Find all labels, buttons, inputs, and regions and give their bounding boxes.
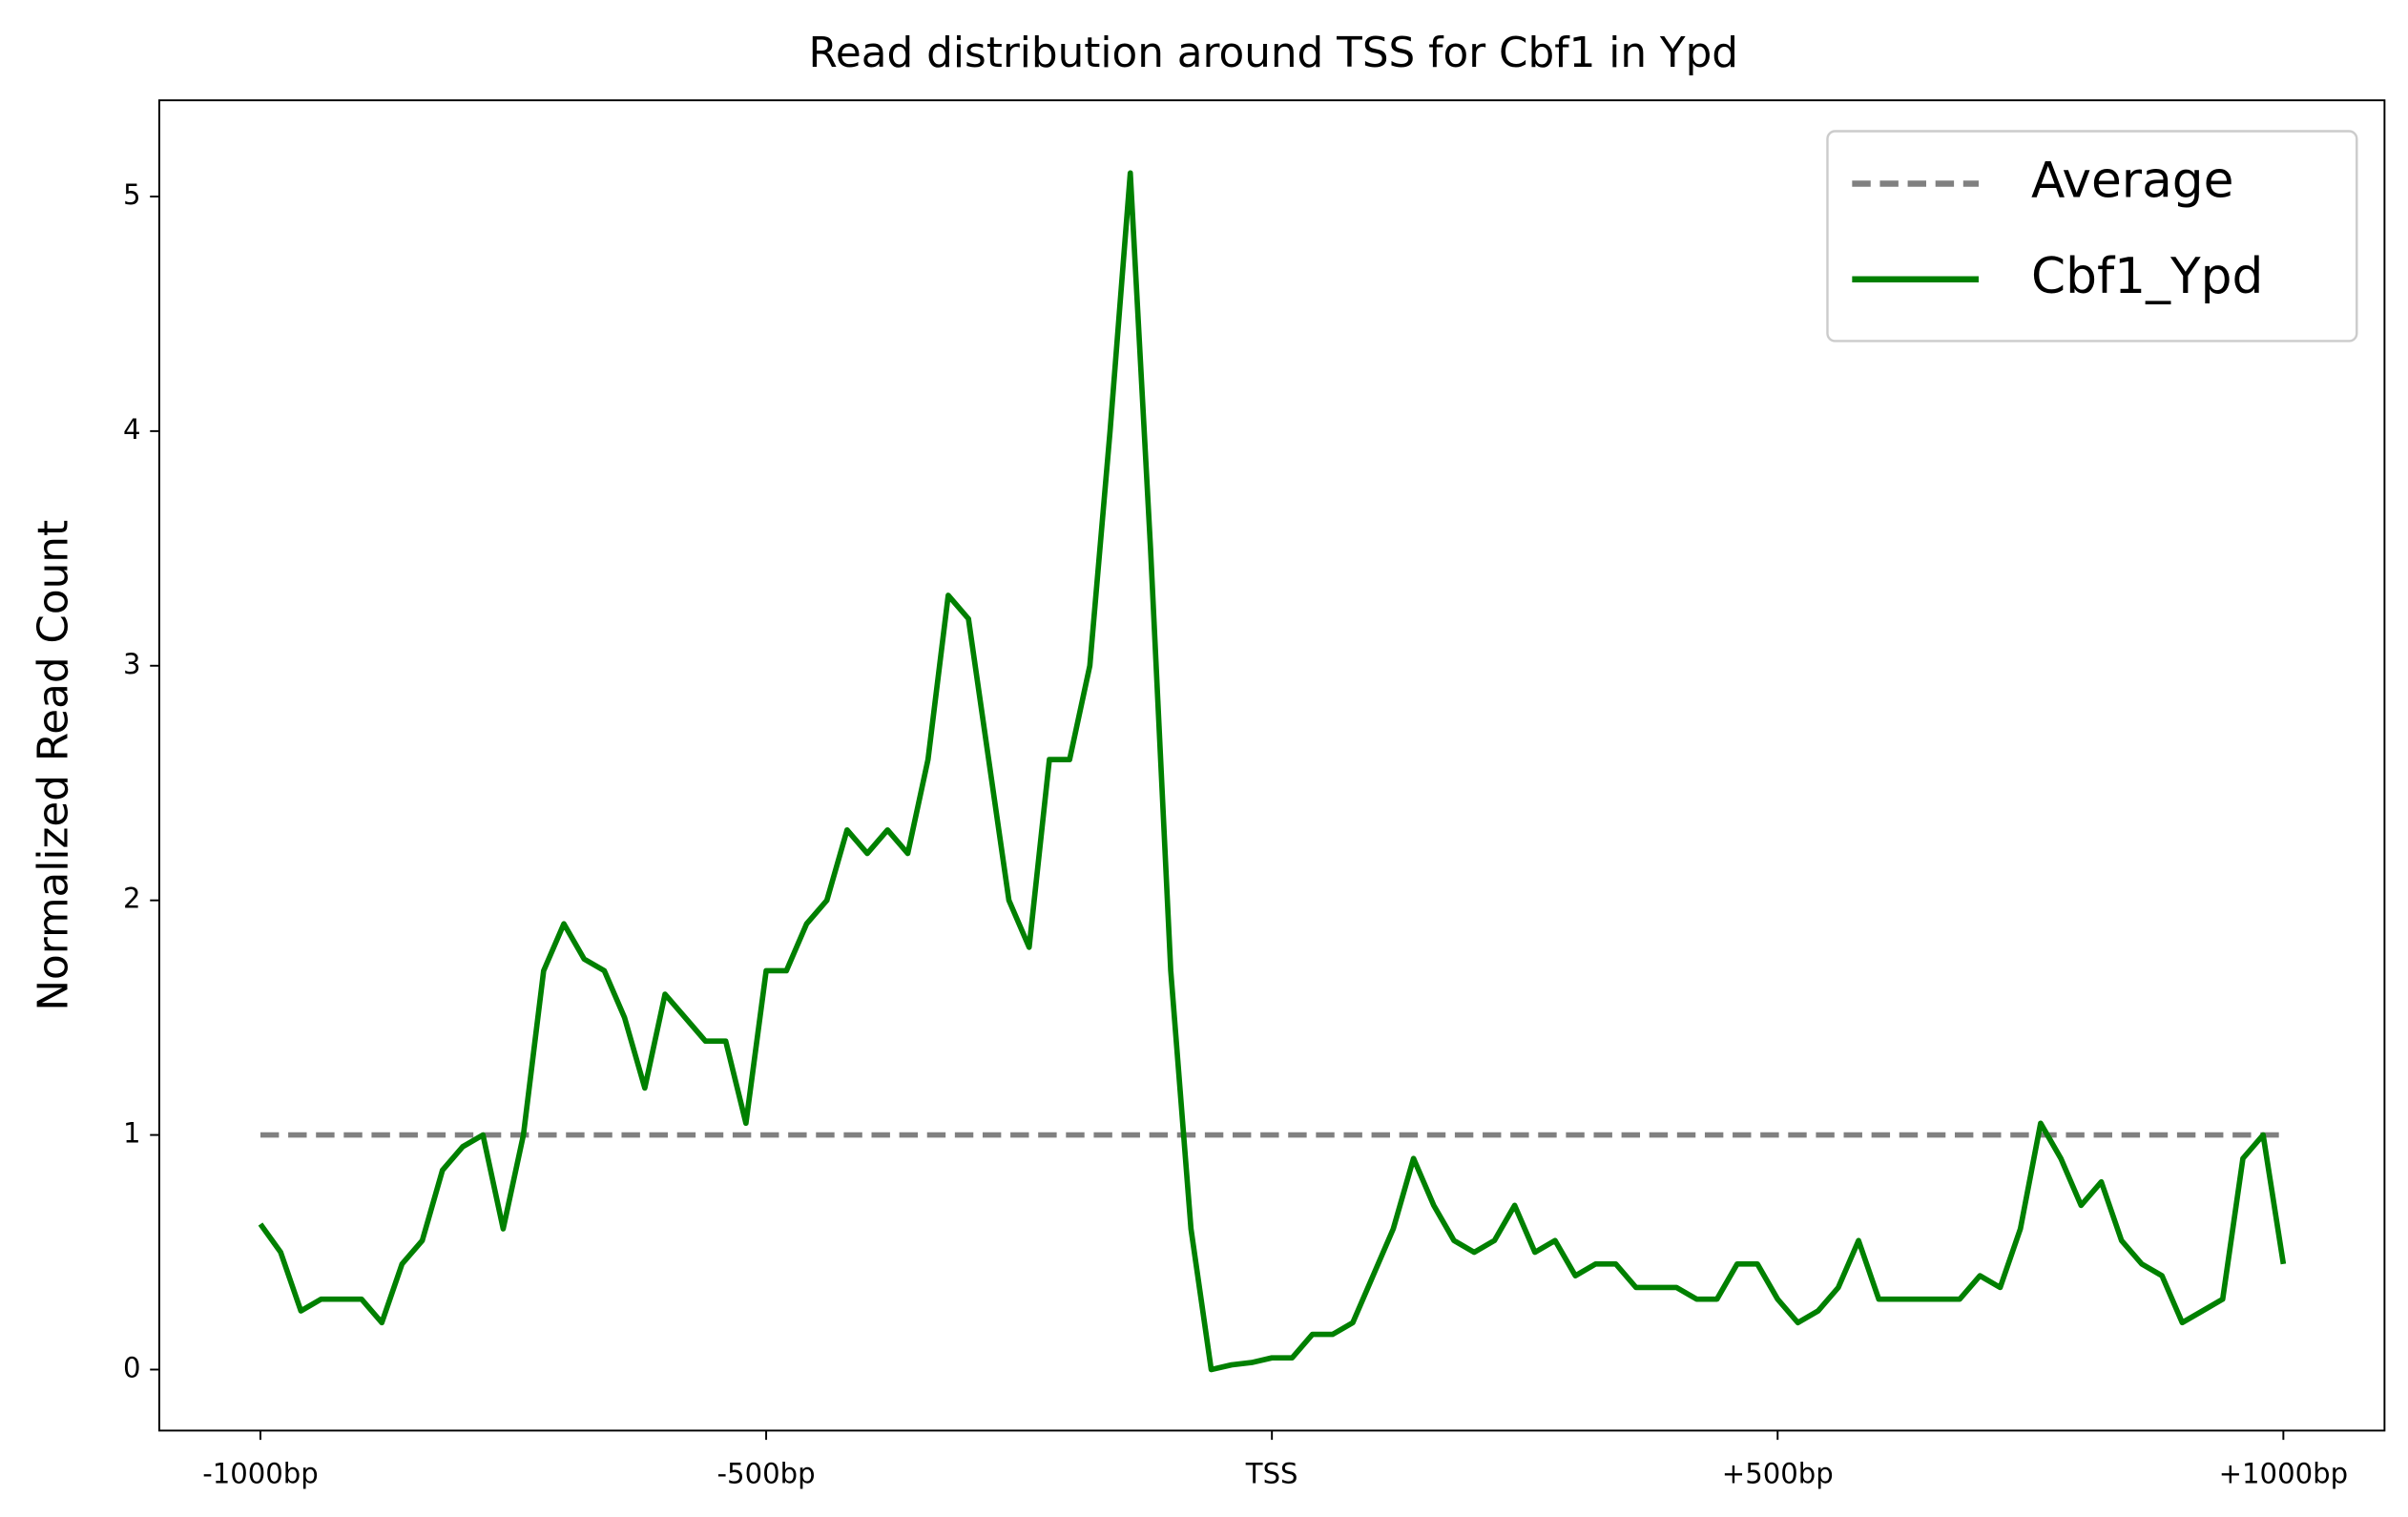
- y-tick-label: 1: [123, 1117, 141, 1150]
- legend-box: [1826, 130, 2358, 343]
- y-tick-label: 0: [123, 1351, 141, 1383]
- y-tick-label: 4: [123, 413, 141, 446]
- x-tick-label: +500bp: [1722, 1457, 1834, 1489]
- legend-label: Cbf1_Ypd: [2031, 248, 2263, 305]
- x-tick-label: -1000bp: [202, 1457, 319, 1489]
- chart-title: Read distribution around TSS for Cbf1 in…: [809, 29, 1738, 77]
- series-line: [258, 170, 2287, 1373]
- legend: Average Cbf1_Ypd: [1826, 130, 2358, 343]
- y-tick-label: 3: [123, 648, 141, 680]
- y-tick-label: 5: [123, 178, 141, 211]
- x-tick-label: +1000bp: [2219, 1457, 2348, 1489]
- y-tick-label: 2: [123, 883, 141, 915]
- legend-label: Average: [2031, 152, 2234, 209]
- x-tick-label: TSS: [1245, 1457, 1298, 1489]
- x-tick-label: -500bp: [717, 1457, 816, 1489]
- y-axis-label: Normalized Read Count: [30, 520, 78, 1011]
